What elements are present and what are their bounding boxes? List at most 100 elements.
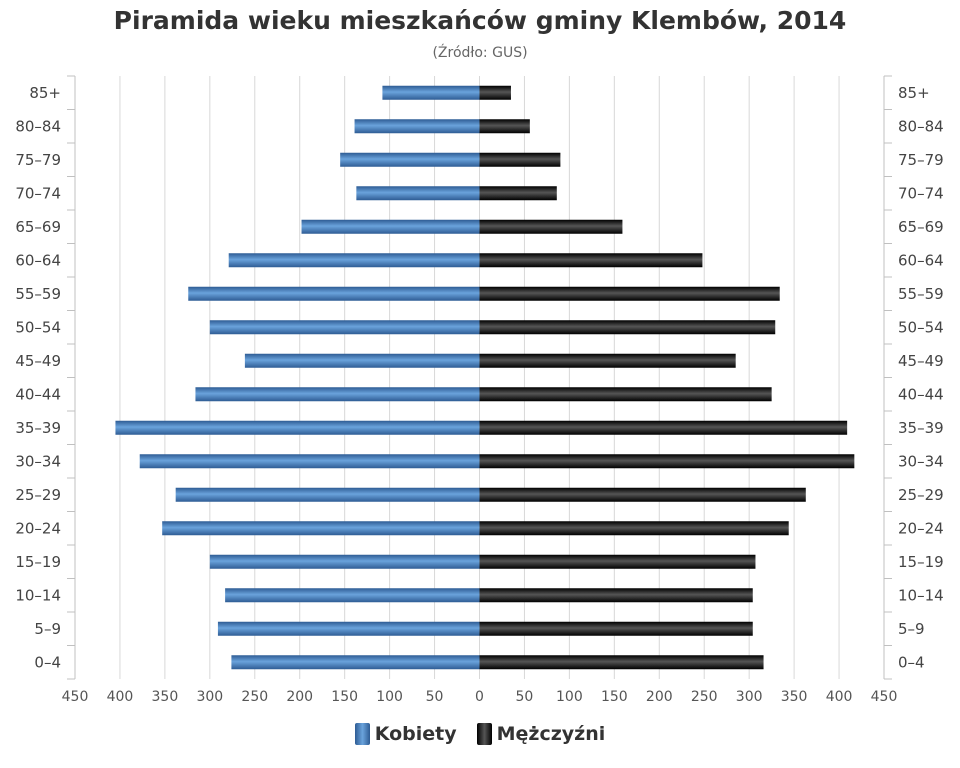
x-tick-label: 200 [646, 689, 673, 705]
category-label-left: 45–49 [15, 352, 61, 370]
x-tick-label: 100 [556, 689, 583, 705]
bar-men[interactable] [479, 320, 776, 335]
category-label-right: 85+ [898, 84, 930, 102]
bar-men[interactable] [479, 119, 530, 134]
chart-title: Piramida wieku mieszkańców gminy Klembów… [113, 6, 847, 35]
category-label-left: 25–29 [15, 486, 61, 504]
category-label-left: 70–74 [15, 184, 61, 202]
bar-men[interactable] [479, 487, 806, 502]
category-label-left: 5–9 [34, 620, 61, 638]
category-label-right: 50–54 [898, 318, 944, 336]
bar-women[interactable] [217, 621, 480, 636]
bar-men[interactable] [479, 152, 561, 167]
category-label-right: 15–19 [898, 553, 944, 571]
category-label-left: 80–84 [15, 117, 61, 135]
category-label-right: 35–39 [898, 419, 944, 437]
x-tick-label: 150 [331, 689, 358, 705]
bar-men[interactable] [479, 353, 736, 368]
x-tick-label: 0 [475, 689, 484, 705]
x-tick-label: 250 [241, 689, 268, 705]
bar-men[interactable] [479, 219, 623, 234]
category-label-left: 50–54 [15, 318, 61, 336]
bar-men[interactable] [479, 655, 764, 670]
category-label-right: 45–49 [898, 352, 944, 370]
bar-men[interactable] [479, 85, 511, 100]
x-tick-label: 300 [196, 689, 223, 705]
bar-women[interactable] [209, 554, 480, 569]
category-label-right: 60–64 [898, 251, 944, 269]
category-label-right: 55–59 [898, 285, 944, 303]
legend-item-men[interactable]: Mężczyźni [476, 723, 606, 745]
legend-swatch-men [476, 723, 492, 745]
bar-men[interactable] [479, 588, 753, 603]
category-label-right: 30–34 [898, 452, 944, 470]
bar-women[interactable] [162, 521, 480, 536]
category-label-left: 10–14 [15, 586, 61, 604]
category-label-right: 70–74 [898, 184, 944, 202]
bar-women[interactable] [354, 119, 480, 134]
bar-women[interactable] [356, 186, 480, 201]
bar-women[interactable] [209, 320, 480, 335]
bar-women[interactable] [139, 454, 480, 469]
bar-men[interactable] [479, 253, 703, 268]
x-tick-label: 200 [286, 689, 313, 705]
x-tick-label: 400 [107, 689, 134, 705]
category-label-left: 30–34 [15, 452, 61, 470]
x-tick-label: 50 [516, 689, 534, 705]
category-label-right: 25–29 [898, 486, 944, 504]
bar-men[interactable] [479, 186, 557, 201]
category-label-left: 0–4 [34, 653, 61, 671]
bar-women[interactable] [175, 487, 480, 502]
category-label-left: 20–24 [15, 519, 61, 537]
bar-men[interactable] [479, 420, 848, 435]
x-tick-label: 450 [871, 689, 898, 705]
x-tick-label: 300 [736, 689, 763, 705]
bar-men[interactable] [479, 454, 855, 469]
bar-women[interactable] [340, 152, 480, 167]
category-label-right: 0–4 [898, 653, 925, 671]
bars [115, 85, 855, 670]
x-tick-label: 350 [152, 689, 179, 705]
x-tick-label: 50 [426, 689, 444, 705]
category-label-left: 55–59 [15, 285, 61, 303]
bar-women[interactable] [228, 253, 480, 268]
bar-men[interactable] [479, 387, 772, 402]
bar-men[interactable] [479, 621, 753, 636]
x-tick-label: 100 [376, 689, 403, 705]
category-label-left: 35–39 [15, 419, 61, 437]
x-tick-label: 250 [691, 689, 718, 705]
x-tick-label: 400 [826, 689, 853, 705]
category-label-right: 20–24 [898, 519, 944, 537]
category-label-right: 5–9 [898, 620, 925, 638]
x-tick-label: 450 [62, 689, 89, 705]
category-label-right: 10–14 [898, 586, 944, 604]
legend-swatch-women [354, 723, 370, 745]
bar-women[interactable] [115, 420, 480, 435]
legend-item-women[interactable]: Kobiety [354, 723, 457, 745]
bar-men[interactable] [479, 521, 789, 536]
bar-women[interactable] [382, 85, 480, 100]
bar-women[interactable] [301, 219, 480, 234]
category-label-left: 75–79 [15, 151, 61, 169]
bar-women[interactable] [188, 286, 480, 301]
axes: 450 400 350 300 250 200 150 100 50 0 50 100 150 200 25… [15, 75, 944, 705]
bar-women[interactable] [225, 588, 480, 603]
category-label-right: 75–79 [898, 151, 944, 169]
legend: Kobiety Mężczyźni [0, 723, 960, 745]
category-label-left: 65–69 [15, 218, 61, 236]
category-label-left: 85+ [29, 84, 61, 102]
category-label-left: 40–44 [15, 385, 61, 403]
legend-label-men: Mężczyźni [496, 723, 606, 745]
bar-women[interactable] [231, 655, 480, 670]
x-tick-label: 150 [601, 689, 628, 705]
chart-subtitle: (Źródło: GUS) [432, 45, 528, 61]
bar-women[interactable] [244, 353, 480, 368]
category-label-right: 65–69 [898, 218, 944, 236]
category-label-left: 60–64 [15, 251, 61, 269]
bar-men[interactable] [479, 554, 756, 569]
bar-men[interactable] [479, 286, 780, 301]
legend-label-women: Kobiety [374, 723, 457, 745]
x-tick-label: 350 [781, 689, 808, 705]
bar-women[interactable] [195, 387, 480, 402]
